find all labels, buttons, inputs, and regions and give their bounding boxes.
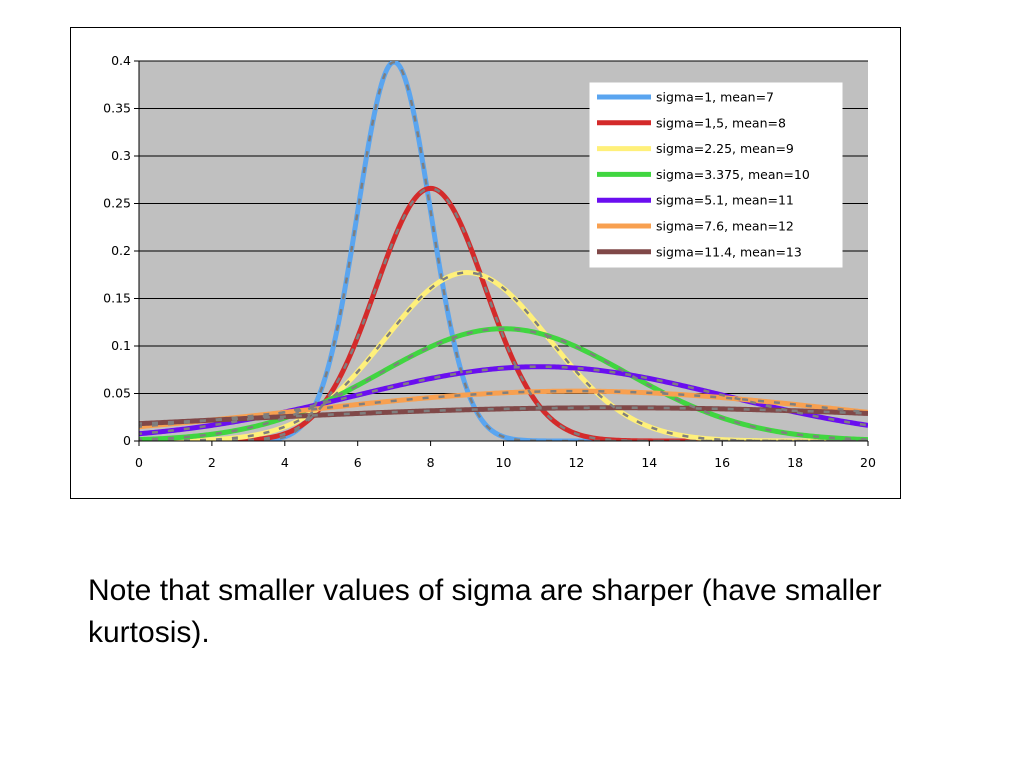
series-overlay-7 (139, 406, 868, 425)
legend-label: sigma=2.25, mean=9 (656, 141, 794, 156)
legend-label: sigma=3.375, mean=10 (656, 167, 810, 182)
x-tick-label: 14 (641, 455, 657, 470)
y-tick-label: 0 (123, 433, 131, 448)
legend-label: sigma=5.1, mean=11 (656, 193, 794, 208)
x-tick-label: 6 (354, 455, 362, 470)
series-lines (139, 61, 868, 441)
y-tick-label: 0.4 (111, 53, 131, 68)
y-tick-label: 0.15 (103, 291, 131, 306)
x-tick-label: 12 (568, 455, 584, 470)
chart-frame: 0 0.05 0.1 0.15 0.2 0.25 0.3 0.35 0.4 0 2 4 6 8 10 12 14… (70, 27, 901, 499)
y-tick-label: 0.25 (103, 196, 131, 211)
series-overlay-1 (139, 61, 868, 441)
axes: 0 0.05 0.1 0.15 0.2 0.25 0.3 0.35 0.4 0 2 4 6 8 10 12 14… (103, 53, 876, 470)
y-tick-label: 0.35 (103, 101, 131, 116)
x-tick-label: 2 (208, 455, 216, 470)
legend-label: sigma=1,5, mean=8 (656, 115, 786, 130)
y-tick-label: 0.05 (103, 386, 131, 401)
legend-label: sigma=1, mean=7 (656, 90, 774, 105)
y-tick-label: 0.3 (111, 148, 131, 163)
series-overlay-3 (139, 271, 868, 441)
x-tick-label: 18 (787, 455, 803, 470)
x-tick-label: 20 (860, 455, 876, 470)
series-overlay-2 (139, 187, 868, 441)
series-overlay-4 (139, 327, 868, 441)
y-tick-label: 0.2 (111, 243, 131, 258)
caption-text: Note that smaller values of sigma are sh… (88, 574, 882, 649)
legend: sigma=1, mean=7 sigma=1,5, mean=8 sigma=2.… (589, 82, 843, 268)
x-tick-label: 0 (135, 455, 143, 470)
x-tick-label: 10 (496, 455, 512, 470)
x-tick-label: 4 (281, 455, 289, 470)
x-tick-label: 16 (714, 455, 730, 470)
x-tick-label: 8 (427, 455, 435, 470)
y-tick-label: 0.1 (111, 338, 131, 353)
legend-label: sigma=7.6, mean=12 (656, 219, 794, 234)
legend-label: sigma=11.4, mean=13 (656, 244, 802, 259)
series-overlay-5 (139, 365, 868, 435)
normal-distribution-chart: 0 0.05 0.1 0.15 0.2 0.25 0.3 0.35 0.4 0 2 4 6 8 10 12 14… (103, 53, 876, 470)
series-overlay-6 (139, 389, 868, 428)
